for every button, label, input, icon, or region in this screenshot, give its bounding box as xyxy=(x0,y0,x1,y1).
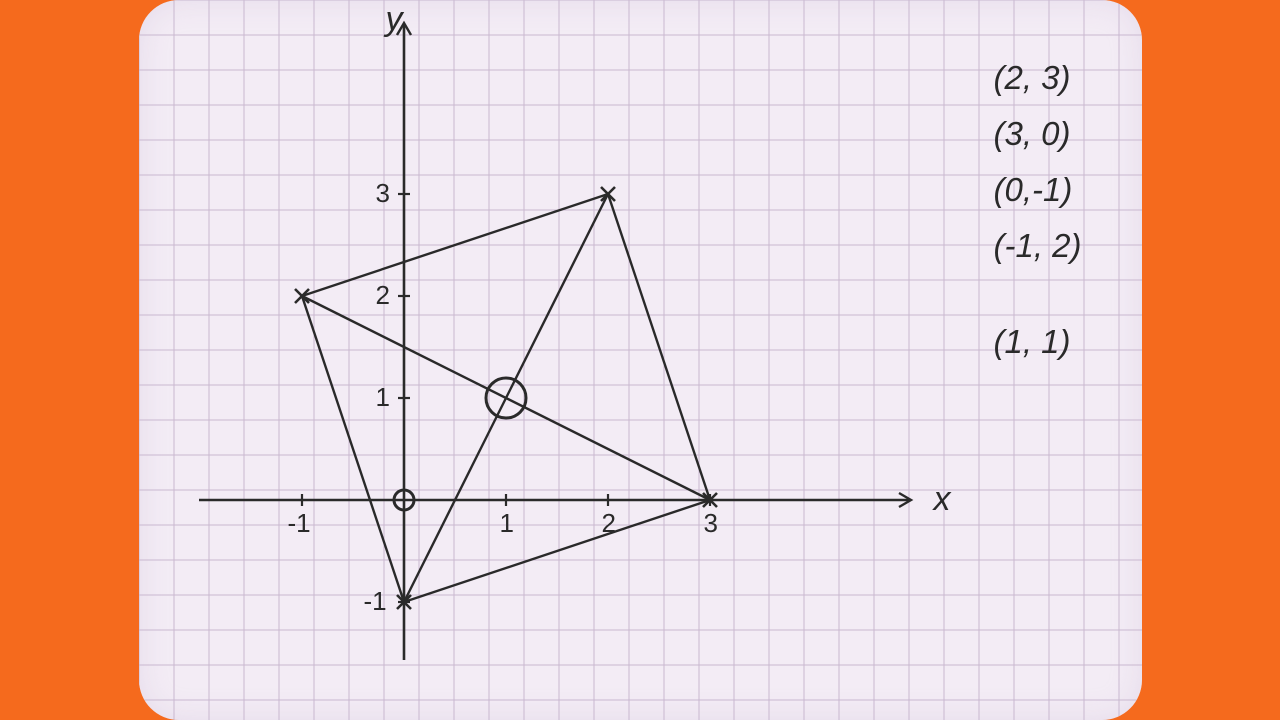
x-tick-label: 2 xyxy=(602,508,616,539)
center-coordinate: (1, 1) xyxy=(993,314,1081,370)
x-tick-label: -1 xyxy=(288,508,311,539)
coord-list-item: (2, 3) xyxy=(993,50,1081,106)
y-tick-label: 2 xyxy=(376,280,390,311)
x-tick-label: 3 xyxy=(704,508,718,539)
coord-list-item: (0,-1) xyxy=(993,162,1081,218)
x-tick-label: 1 xyxy=(500,508,514,539)
y-axis-label: y xyxy=(386,0,403,39)
coord-list-item: (-1, 2) xyxy=(993,218,1081,274)
coord-list-item: (3, 0) xyxy=(993,106,1081,162)
y-tick-label: 3 xyxy=(376,178,390,209)
graph-paper: y x -1 1 2 3 -1 1 2 3 (2, 3) (3, 0) (0,-1) (-1,… xyxy=(139,0,1142,720)
coordinate-list: (2, 3) (3, 0) (0,-1) (-1, 2) (1, 1) xyxy=(993,50,1081,370)
x-axis-label: x xyxy=(934,480,951,519)
y-tick-label: 1 xyxy=(376,382,390,413)
y-tick-label: -1 xyxy=(364,586,387,617)
coordinate-grid xyxy=(139,0,1142,720)
